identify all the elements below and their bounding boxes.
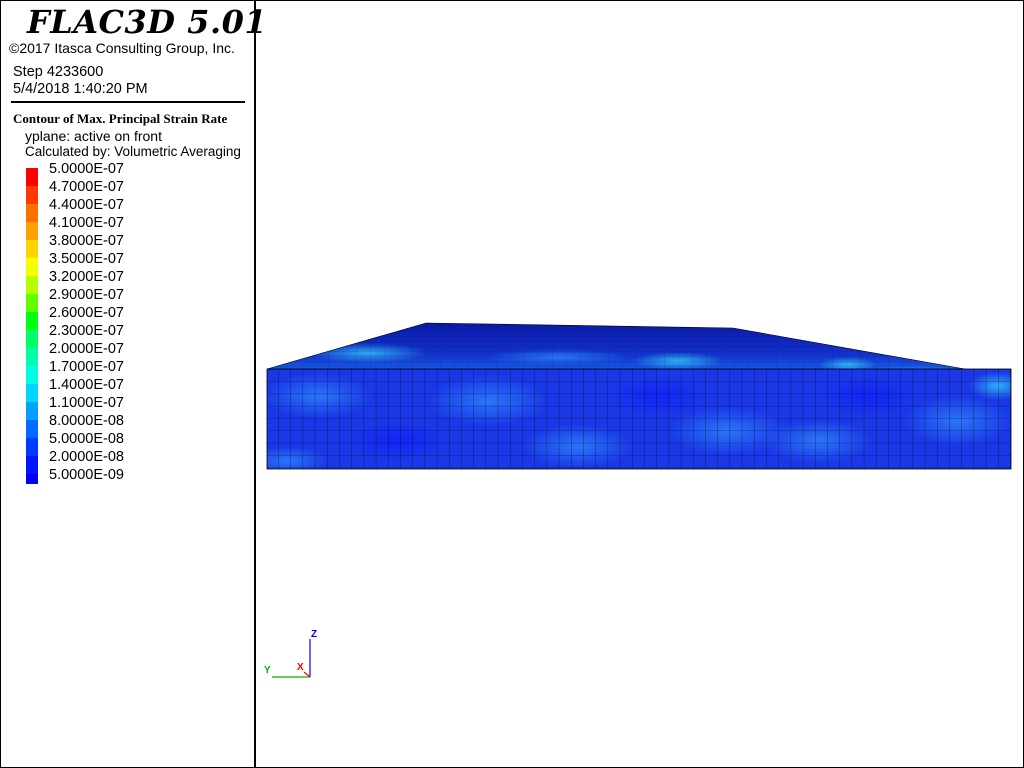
color-level-label: 2.3000E-07 [49, 323, 124, 339]
model-viewport[interactable]: Z Y X [258, 1, 1023, 767]
color-level-label: 4.4000E-07 [49, 197, 124, 213]
color-level-label: 3.5000E-07 [49, 251, 124, 267]
color-level-label: 3.2000E-07 [49, 269, 124, 285]
color-scale-bar [26, 168, 38, 484]
contour-plane: yplane: active on front [25, 128, 162, 144]
datetime-text: 5/4/2018 1:40:20 PM [13, 81, 148, 97]
color-swatch [26, 456, 38, 474]
color-swatch [26, 258, 38, 276]
color-swatch [26, 276, 38, 294]
contour-calc-method: Calculated by: Volumetric Averaging [25, 144, 241, 159]
color-level-label: 2.9000E-07 [49, 287, 124, 303]
color-swatch [26, 204, 38, 222]
color-level-label: 4.1000E-07 [49, 215, 124, 231]
model-front-face [266, 368, 1012, 470]
color-scale-labels: 5.0000E-07 4.7000E-07 4.4000E-07 4.1000E-07… [49, 160, 124, 484]
color-swatch [26, 366, 38, 384]
axis-y-label: Y [264, 665, 271, 676]
program-title: FLAC3D 5.01 [27, 3, 268, 41]
contour-title: Contour of Max. Principal Strain Rate [13, 111, 228, 126]
color-level-label: 3.8000E-07 [49, 233, 124, 249]
color-swatch [26, 186, 38, 204]
color-level-label: 1.4000E-07 [49, 377, 124, 393]
color-level-label: 1.1000E-07 [49, 395, 124, 411]
color-swatch [26, 222, 38, 240]
color-level-label: 5.0000E-07 [49, 161, 124, 177]
color-swatch [26, 420, 38, 438]
color-level-label: 5.0000E-08 [49, 431, 124, 447]
color-swatch [26, 294, 38, 312]
color-level-label: 4.7000E-07 [49, 179, 124, 195]
step-text: Step 4233600 [13, 64, 104, 80]
color-level-label: 8.0000E-08 [49, 413, 124, 429]
legend-panel: FLAC3D 5.01 ©2017 Itasca Consulting Grou… [1, 1, 267, 767]
color-swatch [26, 168, 38, 186]
color-swatch [26, 474, 38, 484]
axis-z-label: Z [311, 629, 317, 640]
color-swatch [26, 348, 38, 366]
copyright-text: ©2017 Itasca Consulting Group, Inc. [9, 40, 235, 56]
model-render: Z Y X [264, 322, 1012, 678]
color-level-label: 5.0000E-09 [49, 467, 124, 483]
color-swatch [26, 438, 38, 456]
color-level-label: 1.7000E-07 [49, 359, 124, 375]
color-swatch [26, 402, 38, 420]
color-swatch [26, 312, 38, 330]
legend-divider [11, 101, 245, 103]
color-swatch [26, 384, 38, 402]
color-swatch [26, 240, 38, 258]
color-level-label: 2.0000E-07 [49, 341, 124, 357]
color-level-label: 2.0000E-08 [49, 449, 124, 465]
axis-triad: Z Y X [264, 629, 317, 678]
axis-x-label: X [297, 662, 304, 673]
color-swatch [26, 330, 38, 348]
color-level-label: 2.6000E-07 [49, 305, 124, 321]
